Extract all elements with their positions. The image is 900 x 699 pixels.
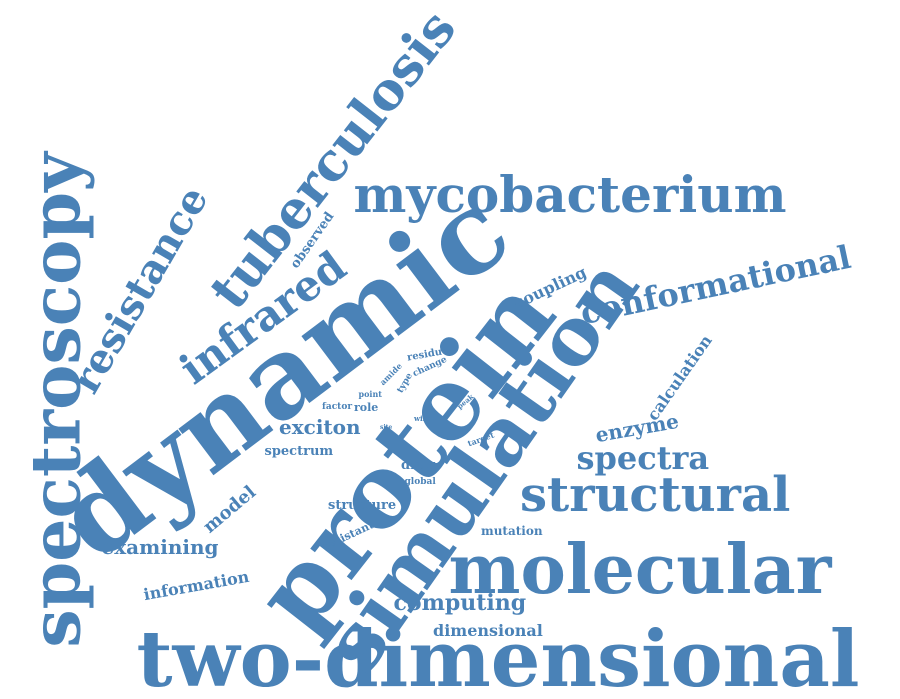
word-global: global [404, 476, 436, 487]
word-exciton: exciton [279, 415, 361, 439]
word-conformational: conformational [576, 237, 854, 333]
word-drug: drug [401, 457, 436, 473]
word-two-dimensional: two-dimensional [136, 614, 860, 699]
word-examining: examining [101, 535, 219, 559]
word-spectrum: spectrum [264, 443, 334, 459]
word-site: site [380, 424, 393, 431]
word-spectra: spectra [576, 439, 710, 477]
word-point: point [358, 389, 382, 399]
word-calculation: calculation [643, 331, 716, 425]
word-structural: structural [520, 467, 791, 523]
word-wild: wild [414, 413, 431, 423]
word-factor: factor [322, 401, 353, 412]
word-role: role [354, 400, 379, 414]
word-dimensional: dimensional [433, 621, 543, 640]
word-mutation: mutation [481, 524, 543, 538]
word-molecular: molecular [448, 530, 832, 610]
word-computing: computing [393, 590, 527, 616]
word-spectroscopy: spectroscopy [16, 152, 97, 648]
word-mycobacterium: mycobacterium [353, 165, 787, 224]
word-structure: structure [328, 497, 397, 513]
word-information: information [141, 566, 251, 605]
